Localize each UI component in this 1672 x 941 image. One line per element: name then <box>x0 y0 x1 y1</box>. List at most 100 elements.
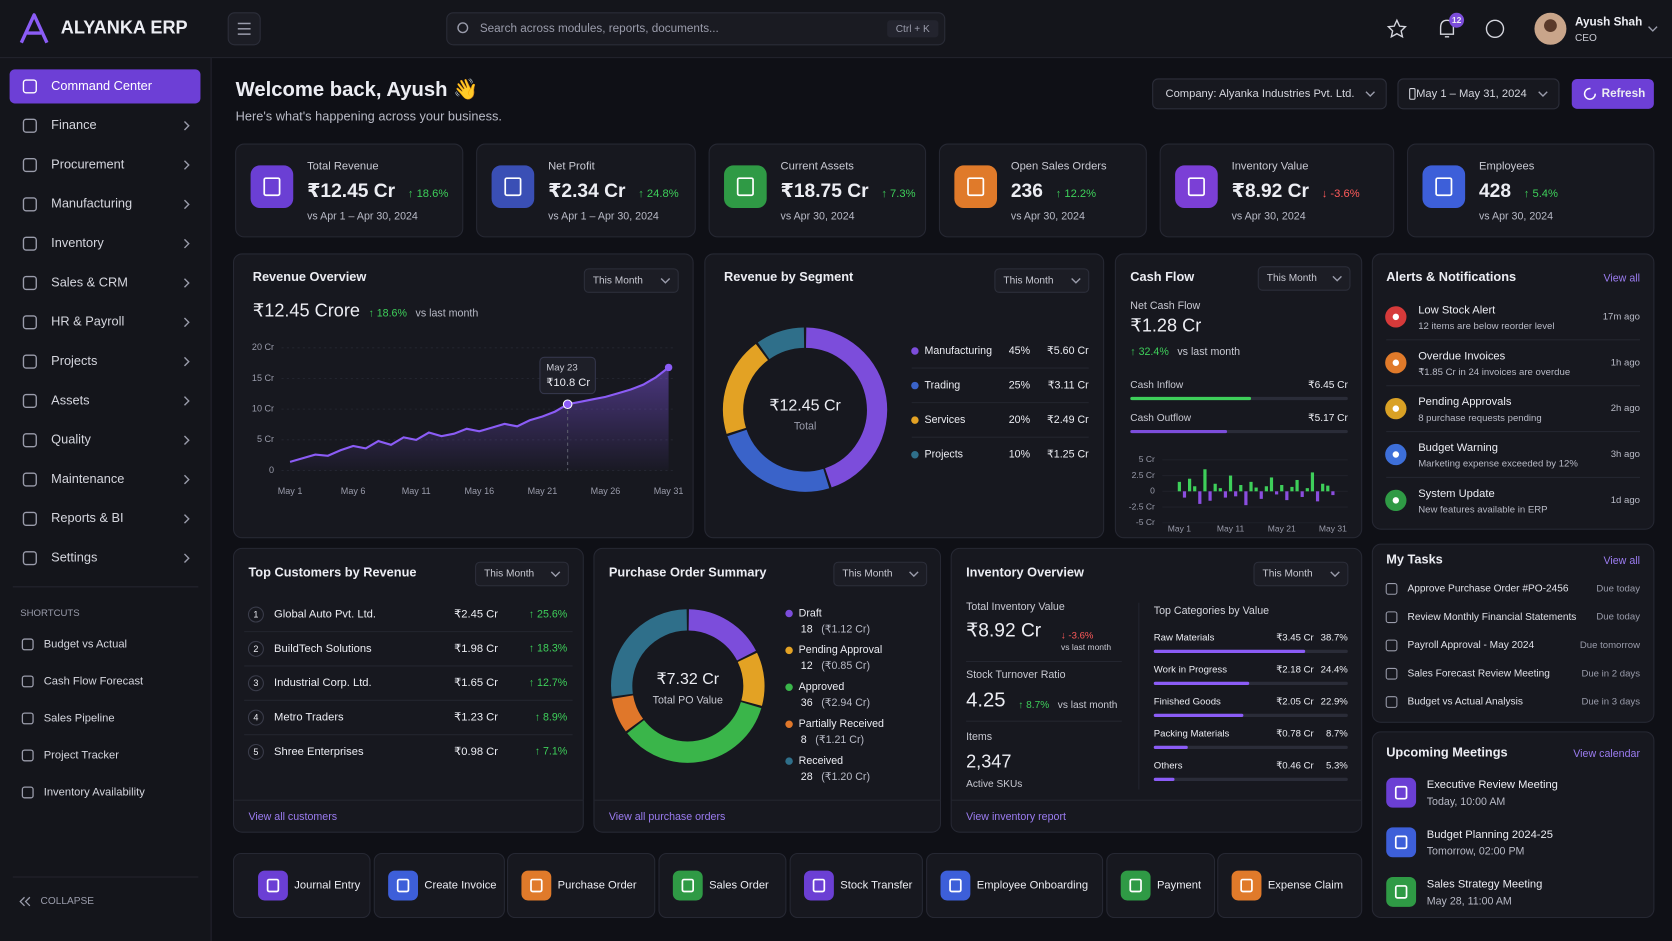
user-role: CEO <box>1575 33 1597 44</box>
shortcut-item[interactable]: Cash Flow Forecast <box>44 675 144 687</box>
nav-item[interactable]: Maintenance <box>51 471 124 486</box>
metric-change: ↑ 8.7% <box>1018 700 1049 711</box>
dropdown[interactable] <box>994 268 1090 293</box>
quick-action[interactable] <box>1106 852 1216 919</box>
task-title: Review Monthly Financial Statements <box>1408 612 1577 623</box>
shortcut-item[interactable]: Inventory Availability <box>44 786 146 798</box>
view-all-link[interactable]: View all purchase orders <box>609 811 725 823</box>
nav-item[interactable]: Procurement <box>51 156 125 171</box>
alert-title[interactable]: Pending Approvals <box>1418 396 1512 408</box>
view-calendar-link[interactable]: View calendar <box>1573 748 1640 760</box>
view-all-link[interactable]: View all <box>1603 272 1640 284</box>
quick-action[interactable] <box>1217 852 1363 919</box>
collapse-button[interactable]: COLLAPSE <box>41 896 95 907</box>
metric-value: 2,347 <box>966 752 1011 772</box>
card-title: Revenue Overview <box>253 269 367 284</box>
meeting-time: Today, 10:00 AM <box>1427 796 1506 808</box>
dropdown[interactable] <box>1253 561 1349 587</box>
alert-icon-glyph <box>1392 451 1400 458</box>
cash-bar <box>1244 491 1248 506</box>
cash-bar <box>1203 469 1207 492</box>
quick-action[interactable] <box>373 852 505 919</box>
rank-badge <box>247 743 264 760</box>
net-label: Net Cash Flow <box>1130 300 1200 312</box>
shortcut-item[interactable]: Sales Pipeline <box>44 712 115 724</box>
quick-action[interactable] <box>658 852 787 919</box>
kpi-compare: vs Apr 1 – Apr 30, 2024 <box>307 210 418 222</box>
legend-name: Services <box>925 414 966 426</box>
nav-active[interactable] <box>9 69 201 104</box>
nav-item[interactable]: Inventory <box>51 235 104 250</box>
quick-action[interactable] <box>789 852 923 919</box>
chevron <box>1538 91 1548 98</box>
task-due: Due tomorrow <box>1580 640 1640 651</box>
search-placeholder: Search across modules, reports, document… <box>480 22 719 35</box>
kpi-label: Net Profit <box>548 160 596 172</box>
welcome-title: Welcome back, Ayush 👋 <box>236 78 479 102</box>
card <box>593 547 942 833</box>
nav-item[interactable]: Settings <box>51 550 97 565</box>
refresh-button[interactable] <box>1571 78 1654 109</box>
card-title: Top Customers by Revenue <box>248 564 416 579</box>
alert-icon-glyph <box>1392 359 1400 366</box>
alert-title[interactable]: Overdue Invoices <box>1418 350 1505 362</box>
tooltip-value: ₹10.8 Cr <box>546 377 590 389</box>
task-checkbox[interactable] <box>1385 611 1398 624</box>
view-all-link[interactable]: View all customers <box>248 811 337 823</box>
quick-action[interactable] <box>507 852 656 919</box>
dropdown[interactable] <box>833 561 928 587</box>
shortcut-item[interactable]: Budget vs Actual <box>44 638 127 650</box>
favorites-icon[interactable] <box>1386 18 1407 39</box>
metric-label: Items <box>966 731 992 743</box>
meeting-title[interactable]: Sales Strategy Meeting <box>1427 878 1543 890</box>
quick-action-icon <box>258 870 288 901</box>
dropdown[interactable] <box>583 268 679 293</box>
search-box[interactable] <box>446 12 946 46</box>
meeting-title[interactable]: Budget Planning 2024-25 <box>1427 829 1553 841</box>
dropdown[interactable] <box>475 561 569 587</box>
alert-time: 1h ago <box>1611 357 1640 368</box>
chevron <box>1071 277 1081 284</box>
nav-item[interactable]: Sales & CRM <box>51 274 128 289</box>
dropdown[interactable] <box>1257 266 1351 291</box>
customer-name: Global Auto Pvt. Ltd. <box>274 608 376 620</box>
legend-amount: ₹3.11 Cr <box>1048 379 1089 391</box>
chevron <box>909 571 919 578</box>
nav-item[interactable]: Projects <box>51 353 97 368</box>
task-checkbox[interactable] <box>1385 639 1398 652</box>
company-select[interactable] <box>1152 78 1387 110</box>
task-checkbox[interactable] <box>1385 583 1398 595</box>
meeting-title[interactable]: Executive Review Meeting <box>1427 779 1558 791</box>
kpi-compare: vs Apr 30, 2024 <box>1011 210 1085 222</box>
help-icon[interactable] <box>1485 19 1505 39</box>
nav-item[interactable]: Reports & BI <box>51 510 123 525</box>
quick-action[interactable] <box>232 852 371 919</box>
view-all-link[interactable]: View all <box>1603 555 1640 567</box>
view-report-link[interactable]: View inventory report <box>966 811 1066 823</box>
nav-item[interactable]: HR & Payroll <box>51 314 124 329</box>
legend-dot <box>911 381 919 390</box>
revenue-total: ₹12.45 Crore <box>253 300 360 320</box>
cash-bar <box>1187 478 1192 492</box>
date-select[interactable] <box>1397 78 1560 110</box>
task-checkbox[interactable] <box>1385 696 1398 708</box>
nav-item[interactable]: Assets <box>51 392 89 407</box>
alert-title[interactable]: Budget Warning <box>1418 442 1498 454</box>
quick-action[interactable] <box>926 852 1104 919</box>
alert-title[interactable]: Low Stock Alert <box>1418 304 1496 316</box>
customer-amount: ₹1.98 Cr <box>454 643 498 655</box>
nav-item[interactable]: Quality <box>51 432 91 447</box>
task-checkbox[interactable] <box>1385 667 1398 680</box>
nav-item[interactable]: Command Center <box>51 78 153 93</box>
quick-action-label: Create Invoice <box>424 879 496 891</box>
nav-item[interactable]: Manufacturing <box>51 196 132 211</box>
alert-title[interactable]: System Update <box>1418 488 1494 500</box>
category-share: 38.7% <box>1321 633 1349 644</box>
cash-bar <box>1208 491 1212 501</box>
po-status: Partially Received <box>799 718 884 730</box>
legend-amount: ₹5.60 Cr <box>1047 345 1089 357</box>
nav-item[interactable]: Finance <box>51 117 96 132</box>
y-tick-label: 5 Cr <box>257 434 274 444</box>
shortcut-item[interactable]: Project Tracker <box>44 749 119 761</box>
